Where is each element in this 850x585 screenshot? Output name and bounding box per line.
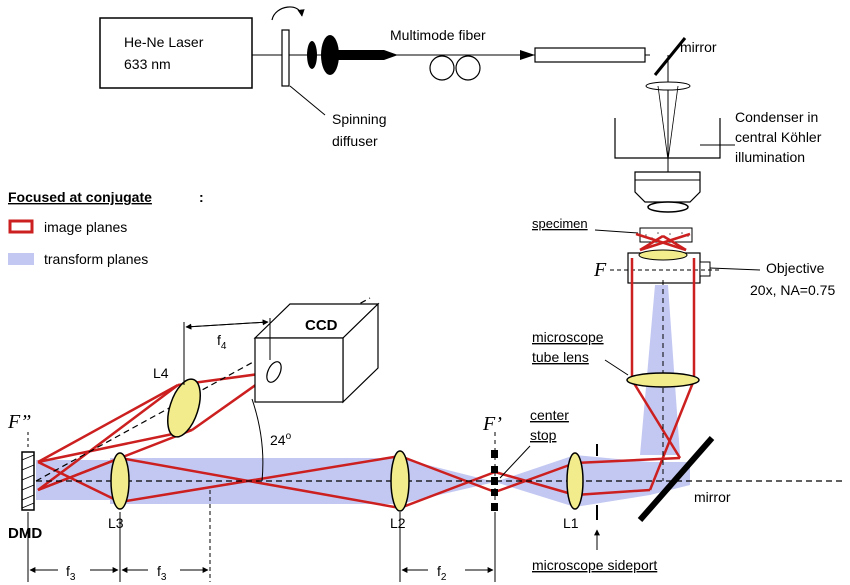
objective-label-line1: Objective (766, 260, 825, 276)
legend-image-planes-swatch (8, 219, 34, 234)
f4-label: f4 (217, 332, 227, 352)
angle-arc (251, 398, 264, 482)
multimode-fiber-label: Multimode fiber (390, 27, 486, 43)
objective-label-line2: 20x, NA=0.75 (750, 282, 835, 298)
l3-label: L3 (108, 515, 124, 531)
legend-colon: : (199, 189, 204, 205)
lens-l1 (566, 452, 584, 510)
condenser-label-line3: illumination (735, 149, 805, 165)
he-ne-laser-box (99, 17, 253, 89)
dmd-device (21, 451, 35, 511)
condenser-label-line2: central Köhler (735, 129, 822, 145)
spinning-label: Spinning (332, 111, 387, 127)
ccd-label: CCD (305, 317, 338, 334)
legend-transform-planes-label: transform planes (44, 251, 148, 267)
dmd-label: DMD (8, 525, 42, 542)
top-mirror (653, 37, 687, 76)
angle-label: 24o (270, 431, 292, 448)
fiber-loops (429, 55, 481, 81)
f2-label: f2 (437, 563, 447, 583)
legend-transform-planes-swatch (8, 253, 34, 265)
legend-image-planes-label: image planes (44, 219, 127, 235)
l2-label: L2 (390, 515, 406, 531)
laser-label-line2: 633 nm (124, 56, 171, 72)
tube-lens (626, 372, 700, 388)
bottom-mirror-label: mirror (694, 489, 731, 505)
bottom-dimensions (27, 490, 496, 582)
l1-label: L1 (563, 515, 579, 531)
laser-source: He-Ne Laser 633 nm (99, 17, 253, 89)
bottom-mirror (637, 436, 715, 522)
sideport-label: microscope sideport (532, 557, 657, 573)
ccd-axis (35, 297, 371, 482)
tube-lens-label-line1: microscope (532, 329, 604, 345)
diffuser-label: diffuser (332, 133, 378, 149)
l4-label: L4 (153, 365, 169, 381)
rotation-arrow-icon (271, 6, 305, 21)
lens-l3 (110, 452, 130, 510)
laser-label-line1: He-Ne Laser (124, 34, 204, 50)
objective (610, 249, 761, 284)
center-stop-label-line2: stop (530, 427, 557, 443)
f3-label-right: f3 (157, 563, 167, 583)
lens-l4 (167, 378, 201, 438)
ccd-lens-aperture (266, 361, 282, 383)
ccd-camera (253, 302, 380, 404)
spinning-diffuser (271, 6, 326, 116)
f-prime-label: F’ (482, 413, 502, 435)
f-double-prime-label: F” (7, 411, 31, 433)
center-stop (491, 432, 531, 565)
top-mirror-label: mirror (680, 39, 717, 55)
vertical-illumination-path (645, 55, 691, 210)
tube-lens-label-line2: tube lens (532, 349, 589, 365)
f-focal-plane-label: F (593, 259, 607, 281)
lens-l2 (390, 450, 410, 512)
f3-label-left: f3 (66, 563, 76, 583)
f4-dimension (183, 318, 271, 385)
condenser (614, 118, 735, 213)
collimator (520, 47, 646, 63)
specimen-label: specimen (532, 216, 588, 231)
condenser-label-line1: Condenser in (735, 109, 818, 125)
legend-title: Focused at conjugate (8, 189, 152, 205)
fiber-coupler (307, 35, 398, 75)
image-plane-rays (37, 232, 696, 510)
legend: Focused at conjugate : image planes tran… (8, 189, 204, 267)
center-stop-label-line1: center (530, 407, 569, 423)
